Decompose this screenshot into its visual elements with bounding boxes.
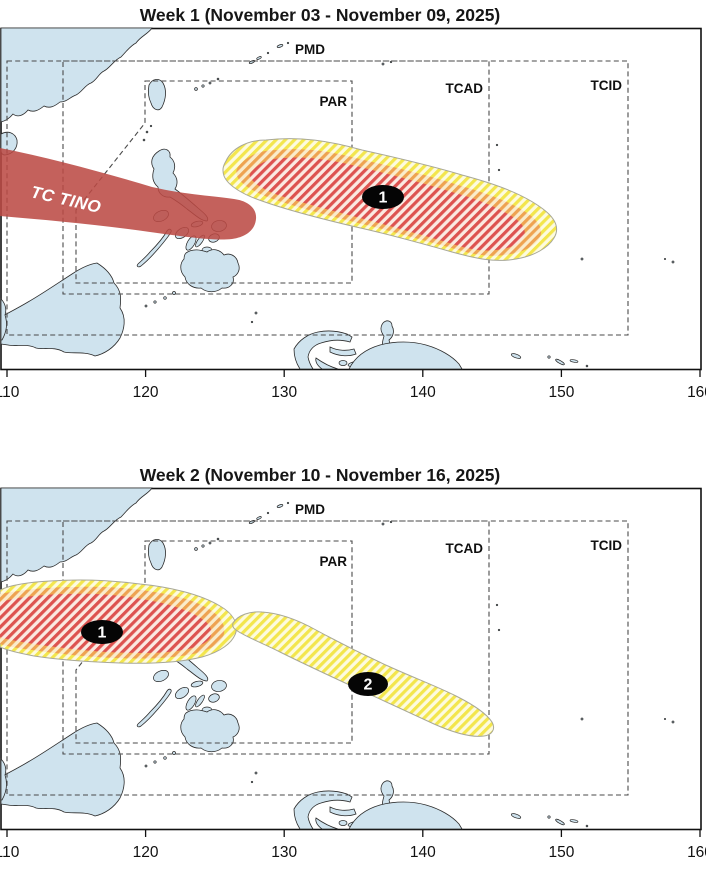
week2-area1-number: 1: [98, 625, 107, 642]
week2-area2-marker: [348, 672, 388, 696]
week1-area1-number: 1: [379, 190, 388, 207]
tc-tino-track-band: [0, 148, 257, 240]
week1-title: Week 1 (November 03 - November 09, 2025): [140, 5, 501, 25]
week2-title: Week 2 (November 10 - November 16, 2025): [140, 465, 501, 485]
week2-overlays: 1 2: [0, 579, 495, 737]
week1-overlays: TC TINO 1: [0, 138, 557, 261]
week2-area2-number: 2: [364, 677, 373, 694]
week2-area1-marker: [81, 620, 123, 644]
week1-area1-marker: [362, 185, 404, 209]
